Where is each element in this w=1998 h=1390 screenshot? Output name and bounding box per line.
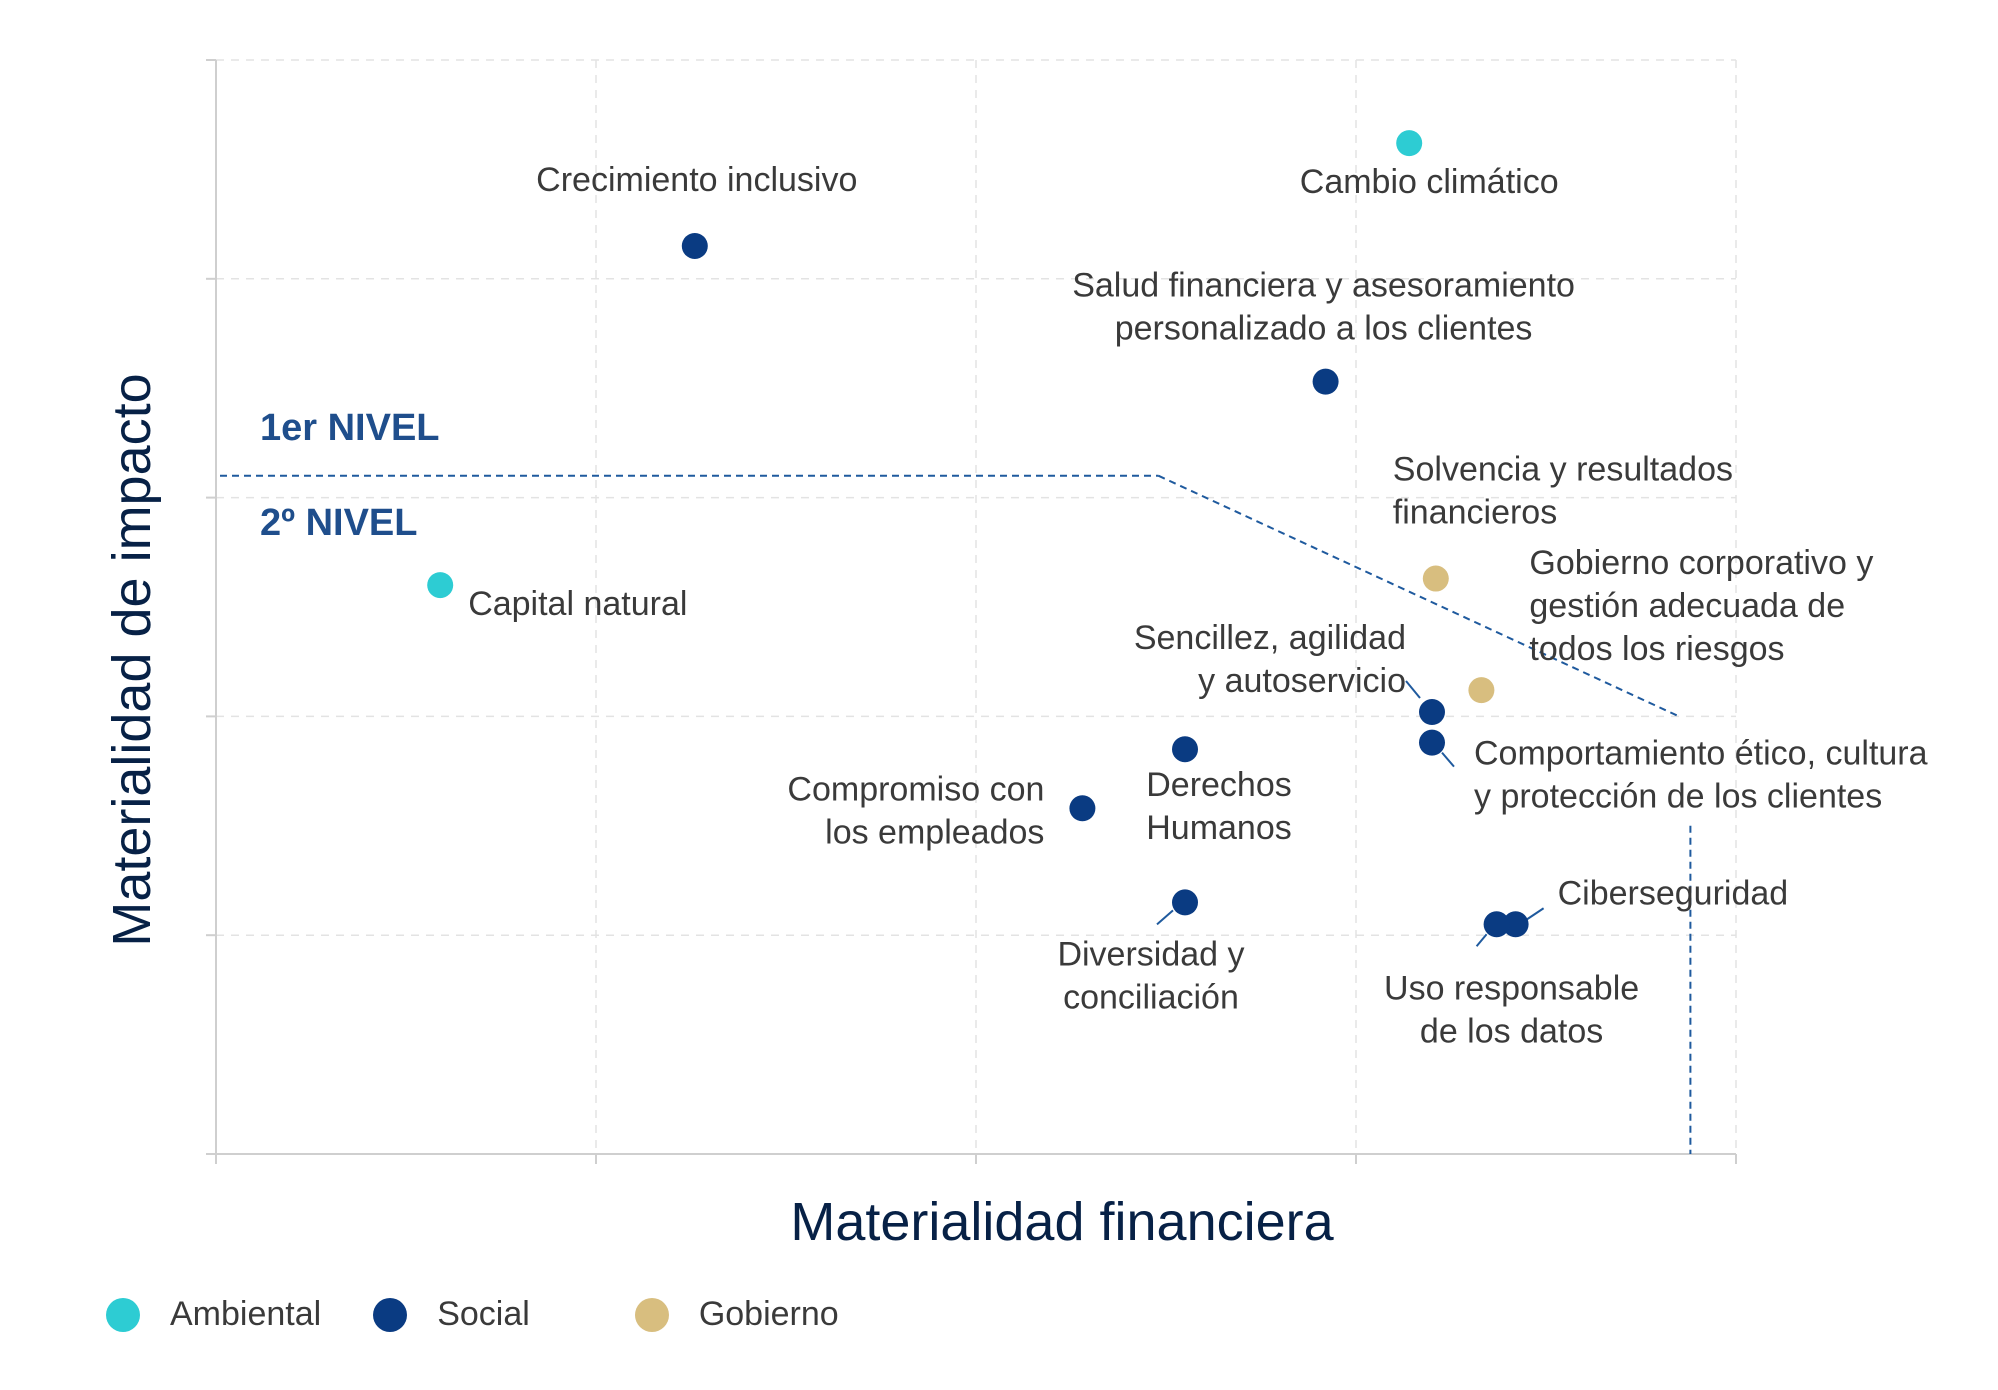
label-line: Solvencia y resultados — [1393, 451, 1733, 489]
label-line: Sencillez, agilidad — [1134, 619, 1406, 657]
first-level-label: 1er NIVEL — [260, 407, 440, 449]
label-line: Derechos — [1146, 766, 1292, 804]
label-line: Diversidad y — [1057, 935, 1244, 973]
point-salud-financiera-y-asesoramiento-personalizado-a-los-clientes — [1312, 368, 1339, 395]
label-line: de los datos — [1420, 1012, 1603, 1050]
label-line: y protección de los clientes — [1474, 778, 1882, 816]
leader-lines — [1156, 680, 1545, 947]
level-threshold-line — [220, 474, 1692, 1154]
legend-item-ambiental: Ambiental — [106, 1295, 321, 1334]
point-compromiso-con-los-empleados — [1069, 795, 1096, 822]
label-line: conciliación — [1063, 978, 1239, 1016]
legend-label-gobierno: Gobierno — [698, 1295, 839, 1333]
label-line: todos los riesgos — [1529, 630, 1784, 668]
point-sencillez-agilidad-y-autoservicio — [1419, 699, 1445, 726]
label-line: gestión adecuada de — [1529, 587, 1845, 625]
ambiental-swatch-icon — [106, 1297, 140, 1332]
label-solvencia-y-resultados-financieros: Solvencia y resultados financieros — [1393, 451, 1733, 532]
point-comportamiento-etico-cultura-y-proteccion-de-los-clientes — [1419, 729, 1445, 756]
label-line: y autoservicio — [1198, 662, 1406, 700]
point-crecimiento-inclusivo — [681, 232, 708, 259]
label-line: los empleados — [825, 813, 1044, 851]
label-crecimiento-inclusivo: Crecimiento inclusivo — [536, 161, 857, 199]
label-line: personalizado a los clientes — [1115, 310, 1533, 348]
leader-line-uso-responsable-de-los-datos — [1475, 933, 1488, 947]
label-gobierno-corporativo-y-gestion-adecuada-de-todos-los-riesgos: Gobierno corporativo y gestión adecuada d… — [1529, 544, 1873, 668]
point-capital-natural — [427, 572, 454, 599]
label-line: Capital natural — [468, 585, 687, 623]
point-derechos-humanos — [1172, 736, 1198, 763]
label-salud-financiera-y-asesoramiento-personalizado-a-los-clientes: Salud financiera y asesoramiento personal… — [1072, 267, 1575, 348]
point-gobierno-corporativo-y-gestion-adecuada-de-todos-los-riesgos — [1468, 677, 1495, 704]
legend-item-gobierno: Gobierno — [634, 1295, 839, 1334]
legend-label-social: Social — [437, 1295, 530, 1333]
label-ciberseguridad: Ciberseguridad — [1558, 874, 1789, 912]
point-solvencia-y-resultados-financieros — [1422, 565, 1449, 592]
label-line: Comportamiento ético, cultura — [1474, 735, 1928, 773]
label-capital-natural: Capital natural — [468, 585, 687, 623]
label-line: Gobierno corporativo y — [1529, 544, 1873, 582]
label-line: Crecimiento inclusivo — [536, 161, 857, 199]
label-uso-responsable-de-los-datos: Uso responsable de los datos — [1384, 969, 1639, 1050]
point-labels: Cambio climático Crecimiento inclusivo Sal… — [468, 161, 1927, 1050]
axes — [206, 59, 1737, 1164]
label-comportamiento-etico-cultura-y-proteccion-de-los-clientes: Comportamiento ético, cultura y protecció… — [1474, 735, 1928, 816]
leader-line-diversidad-y-conciliacion — [1156, 909, 1174, 926]
gobierno-swatch-icon — [634, 1297, 669, 1332]
data-points — [427, 130, 1529, 938]
label-line: financieros — [1393, 494, 1557, 532]
label-diversidad-y-conciliacion: Diversidad y conciliación — [1057, 935, 1244, 1016]
label-compromiso-con-los-empleados: Compromiso con los empleados — [787, 770, 1044, 851]
point-cambio-climatico — [1396, 130, 1423, 157]
leader-line-comportamiento-etico-cultura-y-proteccion-de-los-clientes — [1441, 752, 1455, 768]
legend-item-social: Social — [373, 1295, 530, 1334]
label-cambio-climatico: Cambio climático — [1300, 163, 1559, 201]
point-ciberseguridad — [1502, 911, 1529, 938]
label-sencillez-agilidad-y-autoservicio: Sencillez, agilidad y autoservicio — [1134, 619, 1406, 700]
point-diversidad-y-conciliacion — [1172, 889, 1198, 916]
label-line: Compromiso con — [787, 770, 1044, 808]
y-axis-title: Materialidad de impacto — [102, 373, 162, 946]
label-line: Ciberseguridad — [1558, 874, 1789, 912]
legend: Ambiental Social Gobierno — [106, 1295, 839, 1334]
social-swatch-icon — [373, 1297, 408, 1332]
label-line: Uso responsable — [1384, 969, 1639, 1007]
legend-label-ambiental: Ambiental — [170, 1295, 322, 1333]
label-derechos-humanos: Derechos Humanos — [1146, 766, 1292, 847]
label-line: Humanos — [1146, 809, 1292, 847]
label-line: Salud financiera y asesoramiento — [1072, 267, 1575, 305]
x-axis-title: Materialidad financiera — [790, 1192, 1334, 1252]
leader-line-ciberseguridad — [1525, 907, 1545, 922]
second-level-label: 2º NIVEL — [260, 502, 417, 544]
point-uso-responsable-de-los-datos — [1483, 911, 1510, 938]
label-line: Cambio climático — [1300, 163, 1559, 201]
leader-line-sencillez-agilidad-y-autoservicio — [1405, 680, 1421, 699]
